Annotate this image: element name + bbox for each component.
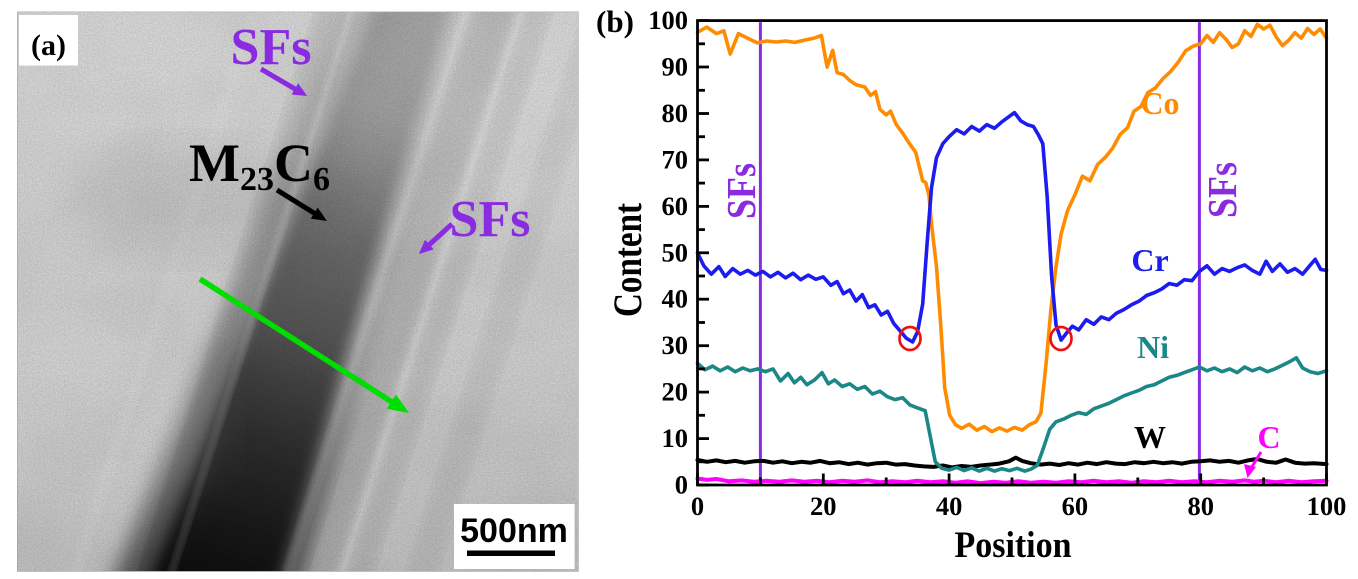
svg-text:60: 60 xyxy=(662,191,689,221)
svg-text:30: 30 xyxy=(662,330,689,360)
svg-text:0: 0 xyxy=(691,491,704,521)
svg-text:SFs: SFs xyxy=(1199,162,1245,218)
svg-text:Content: Content xyxy=(605,202,650,317)
svg-text:W: W xyxy=(1134,419,1166,455)
svg-text:80: 80 xyxy=(1187,491,1214,521)
svg-text:Co: Co xyxy=(1140,85,1179,121)
svg-text:90: 90 xyxy=(662,52,689,82)
svg-text:500nm: 500nm xyxy=(460,512,568,550)
svg-text:10: 10 xyxy=(662,423,689,453)
svg-text:70: 70 xyxy=(662,144,689,174)
svg-text:100: 100 xyxy=(648,5,688,35)
svg-text:20: 20 xyxy=(662,377,689,407)
svg-text:40: 40 xyxy=(936,491,963,521)
svg-text:Cr: Cr xyxy=(1131,242,1168,278)
svg-text:20: 20 xyxy=(810,491,837,521)
svg-text:SFs: SFs xyxy=(718,163,764,219)
svg-text:(a): (a) xyxy=(31,29,66,62)
svg-text:C: C xyxy=(1257,419,1280,455)
svg-text:Ni: Ni xyxy=(1137,329,1169,365)
svg-text:SFs: SFs xyxy=(450,191,531,248)
svg-text:(b): (b) xyxy=(596,4,634,39)
svg-text:50: 50 xyxy=(662,237,689,267)
svg-text:40: 40 xyxy=(662,284,689,314)
svg-text:60: 60 xyxy=(1062,491,1089,521)
svg-text:80: 80 xyxy=(662,98,689,128)
svg-text:Position: Position xyxy=(955,525,1072,566)
svg-text:100: 100 xyxy=(1307,491,1347,521)
svg-text:SFs: SFs xyxy=(231,19,312,76)
svg-text:0: 0 xyxy=(675,470,688,500)
